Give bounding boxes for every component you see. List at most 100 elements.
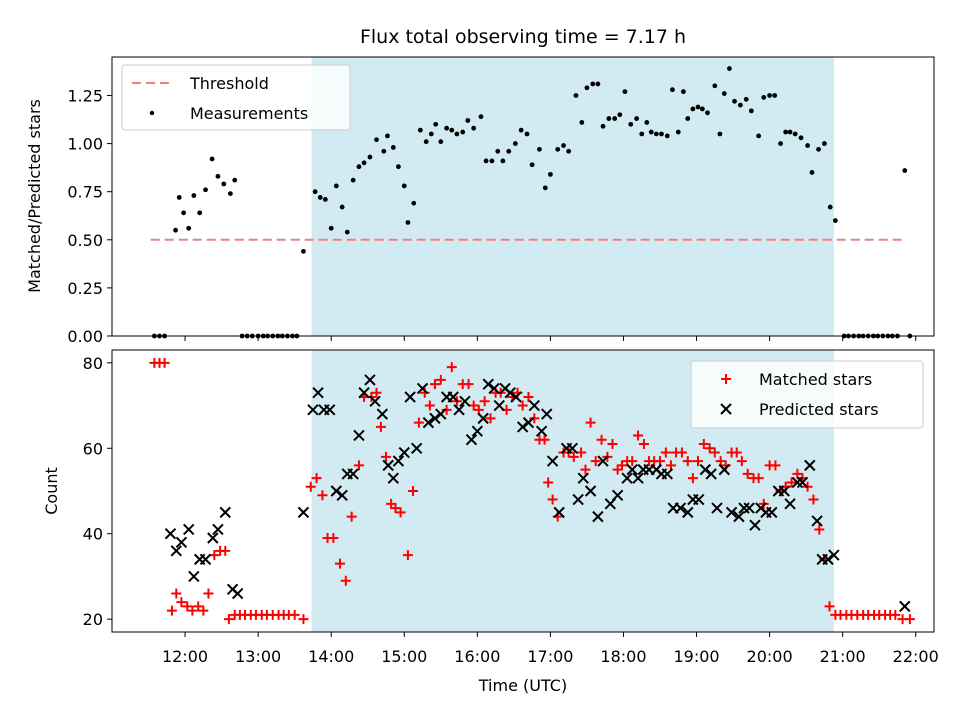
measurement-point (737, 102, 743, 108)
bottom-x-tick-label: 18:00 (600, 647, 646, 666)
measurement-point (832, 218, 838, 223)
matched-star-point (824, 601, 835, 612)
matched-star-point (660, 447, 671, 458)
matched-star-point (529, 413, 540, 424)
measurement-point (232, 177, 238, 183)
measurement-point (555, 146, 561, 152)
matched-star-point (904, 614, 915, 625)
measurement-point (680, 89, 686, 95)
predicted-star-point (682, 506, 694, 519)
measurement-point (561, 143, 566, 148)
matched-star-point (665, 460, 676, 471)
matched-star-point (709, 447, 720, 458)
measurement-point (312, 189, 318, 195)
matched-star-point (698, 439, 709, 449)
matched-star-point (814, 524, 825, 535)
matched-star-point (346, 511, 357, 522)
measurement-point (644, 120, 650, 125)
bottom-x-tick-label: 13:00 (235, 647, 281, 666)
matched-star-point (317, 490, 328, 501)
top-y-tick-label: 1.00 (67, 135, 103, 154)
predicted-star-point (828, 549, 840, 561)
predicted-star-point (330, 485, 343, 497)
measurement-point (772, 93, 778, 98)
measurement-point (176, 195, 182, 200)
measurement-point (209, 156, 215, 162)
matched-star-point (568, 451, 579, 462)
predicted-star-point (453, 404, 465, 416)
matched-star-point (187, 605, 198, 616)
top-y-tick-label: 0.00 (67, 327, 103, 346)
measurement-point (374, 137, 379, 143)
measurement-point (690, 106, 696, 112)
predicted-star-point (592, 510, 604, 523)
measurement-point (653, 131, 659, 137)
measurement-point (181, 210, 187, 216)
measurement-point (590, 81, 596, 87)
bottom-y-tick-label: 60 (83, 439, 103, 458)
top-axes-frame (111, 56, 935, 337)
matched-star-point (731, 447, 742, 458)
top-y-tick-label: 0.25 (67, 279, 103, 298)
predicted-star-point (718, 463, 731, 476)
predicted-star-point (183, 523, 195, 536)
matched-star-point (539, 434, 550, 445)
top-y-tick-label: 0.75 (67, 183, 103, 202)
measurement-point (721, 91, 727, 96)
bottom-axes-frame (111, 349, 935, 633)
measurement-point (573, 93, 579, 98)
measurement-point (705, 110, 710, 116)
predicted-star-point (382, 459, 394, 472)
measurement-point (197, 210, 203, 216)
predicted-star-point (312, 387, 324, 399)
measurement-point (433, 121, 439, 127)
matched-star-point (590, 456, 601, 467)
measurement-point (634, 116, 640, 121)
matched-star-point (523, 392, 534, 402)
measurement-point (783, 129, 789, 135)
measurement-point (595, 81, 601, 87)
legend-matched-swatch (721, 374, 731, 384)
bottom-x-tick-label: 15:00 (381, 647, 427, 666)
bottom-x-tick-label: 12:00 (162, 647, 208, 666)
predicted-star-point (661, 468, 674, 480)
matched-star-point (166, 605, 177, 616)
predicted-star-point (522, 416, 535, 429)
measurement-point (798, 135, 804, 141)
predicted-star-point (632, 472, 644, 484)
measurement-point (787, 129, 793, 135)
matched-star-point (435, 374, 446, 385)
measurement-point (215, 173, 221, 179)
measurement-point (512, 141, 518, 146)
predicted-stars-points (164, 374, 911, 613)
measurement-point (699, 106, 705, 112)
matched-star-point (298, 614, 309, 625)
predicted-star-point (804, 459, 816, 472)
matched-star-point (676, 447, 687, 458)
predicted-star-point (465, 434, 478, 446)
measurement-point (628, 121, 634, 127)
matched-star-point (371, 387, 382, 398)
matched-star-point (159, 357, 170, 368)
matched-star-point (198, 605, 209, 616)
predicted-star-point (546, 455, 559, 467)
measurement-point (317, 195, 323, 200)
predicted-star-point (219, 506, 231, 519)
predicted-star-point (376, 408, 389, 420)
measurement-point (622, 89, 628, 95)
predicted-star-point (674, 502, 687, 514)
predicted-star-point (796, 476, 809, 489)
measurement-point (600, 123, 606, 129)
measurement-point (792, 131, 798, 137)
legend-measurements-label: Measurements (190, 104, 308, 123)
measurement-point (367, 154, 373, 160)
measurement-point (748, 108, 754, 114)
matched-star-point (203, 588, 214, 599)
matched-star-point (328, 533, 339, 543)
measurement-point (675, 129, 681, 135)
measurement-point (385, 133, 390, 139)
predicted-star-point (207, 532, 219, 544)
predicted-star-point (170, 545, 183, 557)
top-legend: Threshold Measurements (121, 64, 351, 131)
matched-star-point (441, 404, 452, 415)
